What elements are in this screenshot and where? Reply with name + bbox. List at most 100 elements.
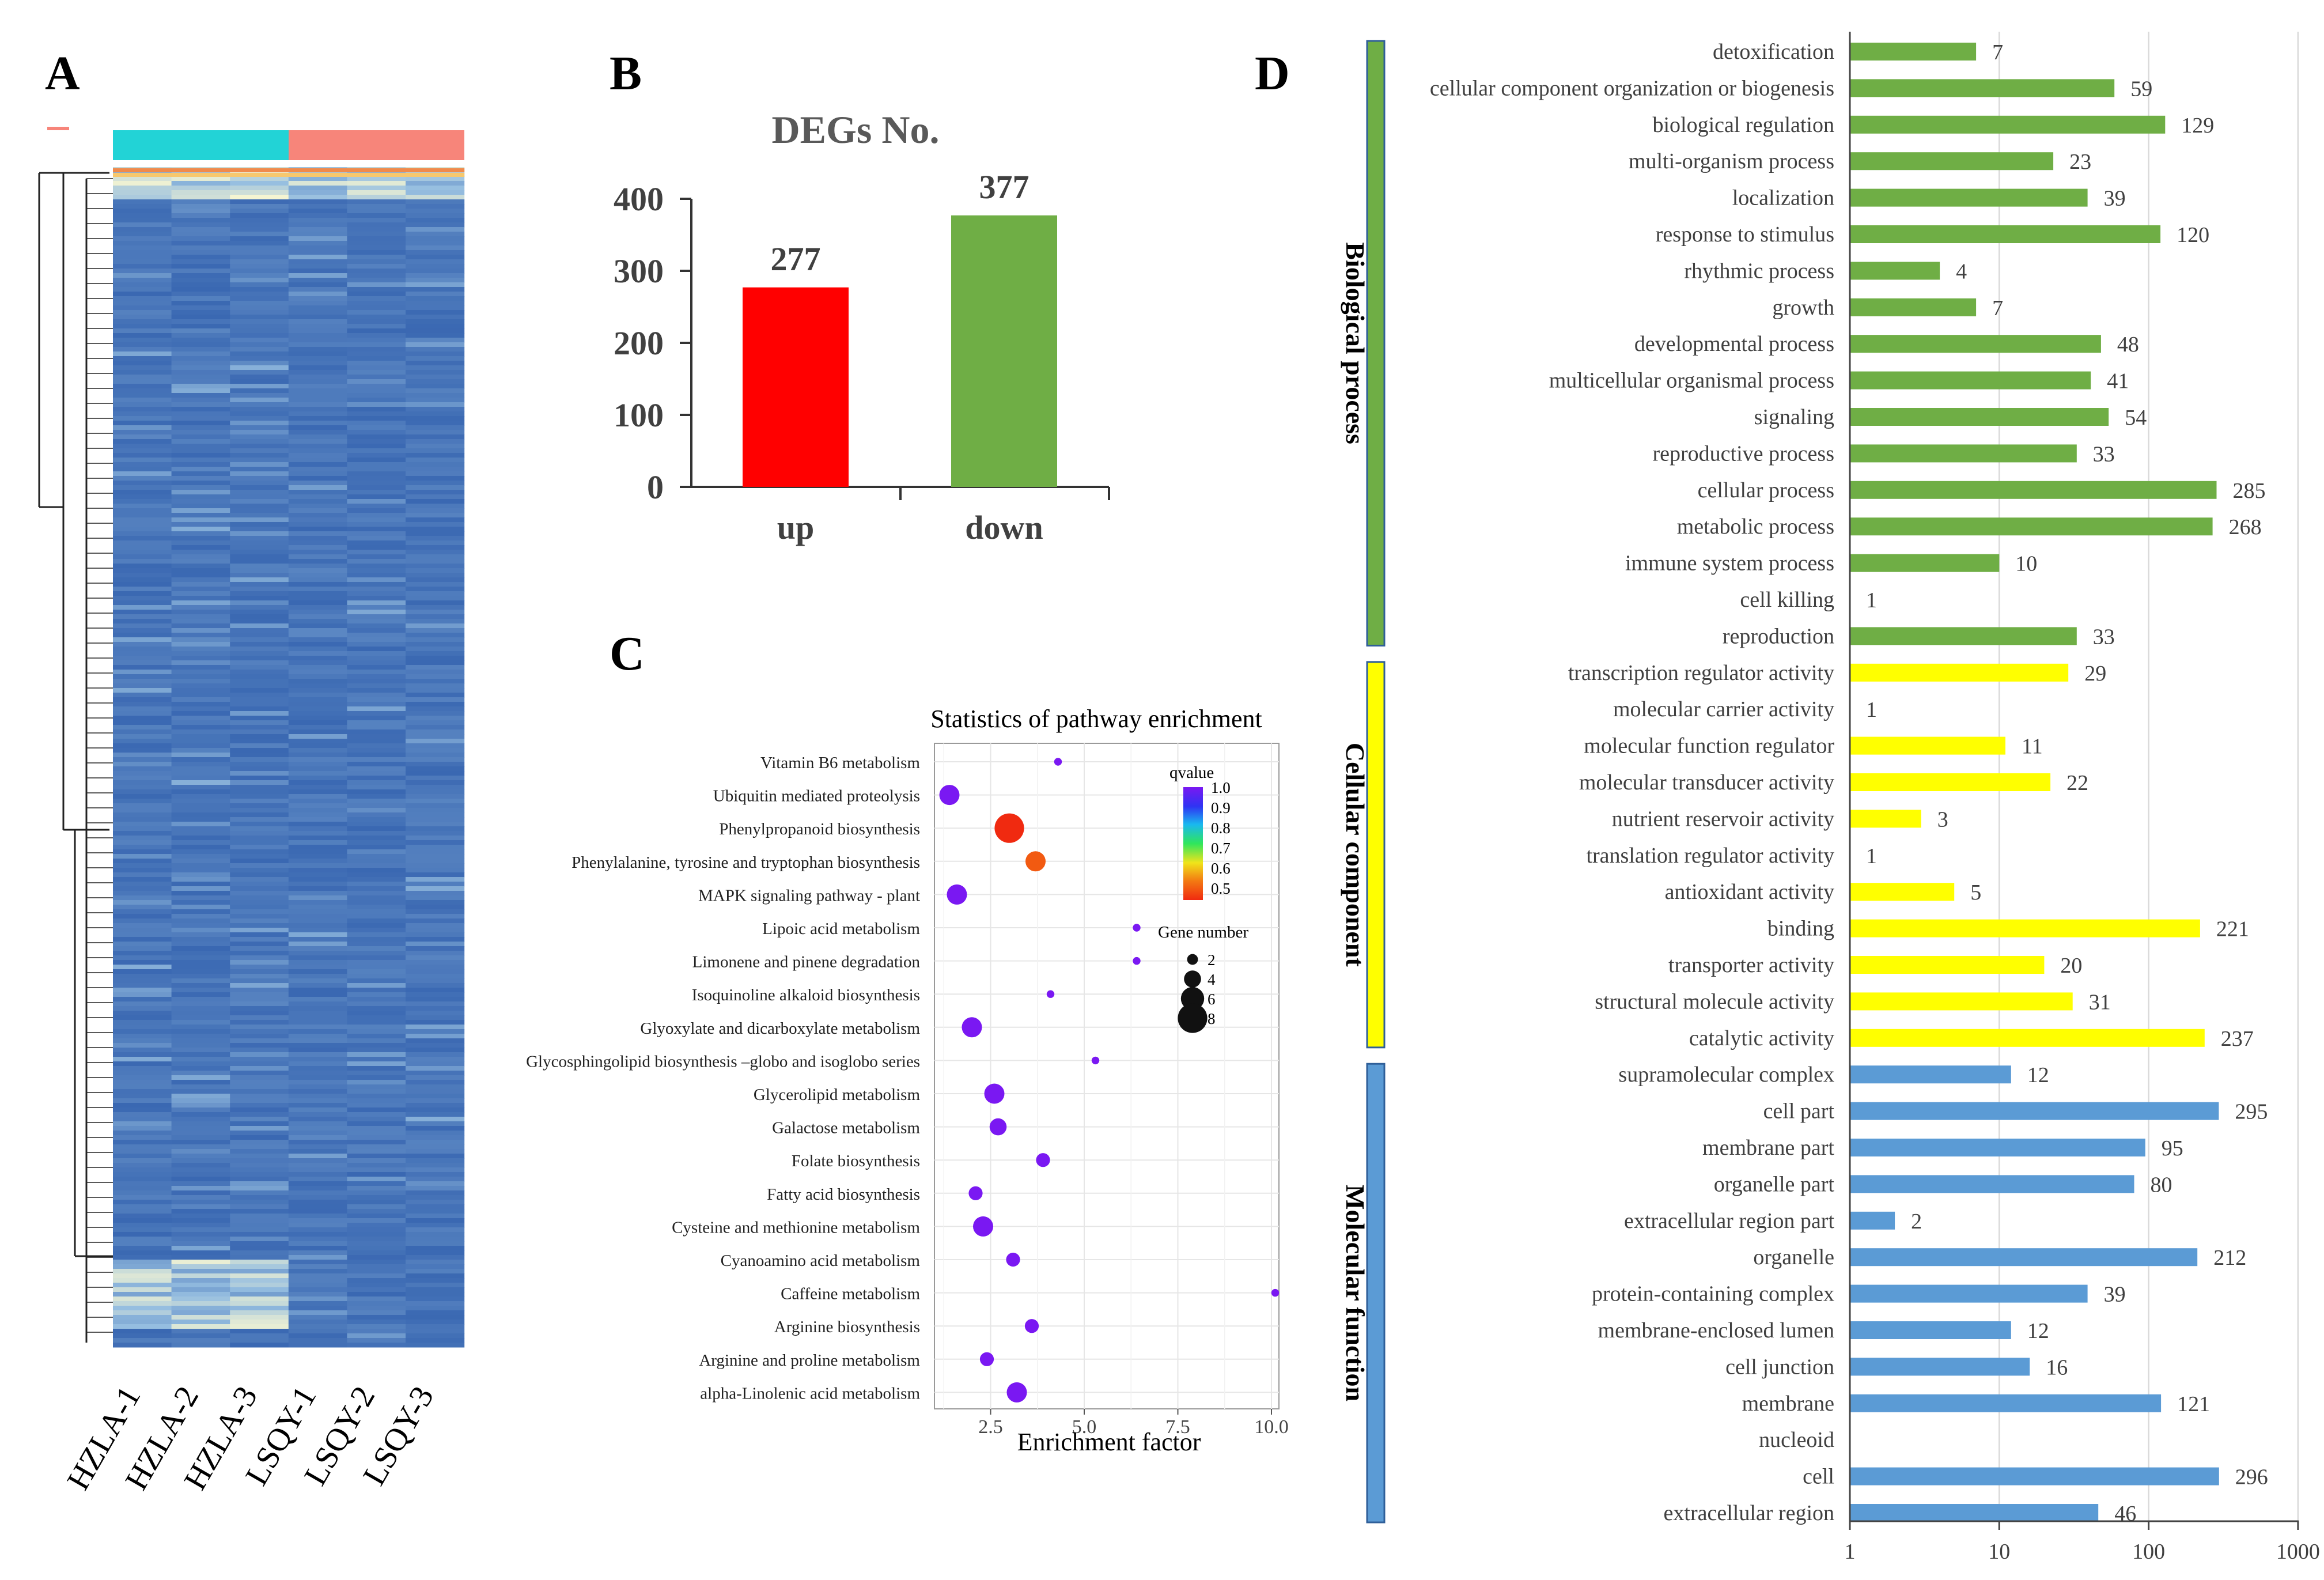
- heatmap-cell: [347, 942, 406, 947]
- heatmap-cell: [113, 955, 172, 961]
- heatmap-cell: [406, 379, 465, 384]
- heatmap-cell: [113, 872, 172, 878]
- bar-down-value: 377: [979, 168, 1029, 206]
- heatmap-cell: [171, 891, 230, 896]
- heatmap-cell: [406, 992, 465, 997]
- heatmap-cell: [230, 587, 289, 592]
- heatmap-cell: [406, 1287, 465, 1292]
- heatmap-cell: [347, 384, 406, 389]
- heatmap-cell: [113, 1181, 172, 1186]
- heatmap-cell: [171, 1154, 230, 1159]
- heatmap-cell: [230, 517, 289, 523]
- heatmap-cell: [171, 292, 230, 297]
- heatmap-cell: [113, 245, 172, 251]
- heatmap-cell: [347, 849, 406, 855]
- heatmap-cell: [230, 425, 289, 430]
- heatmap-cell: [171, 568, 230, 573]
- enrichment-point: [947, 884, 967, 905]
- pathway-label: Folate biosynthesis: [792, 1152, 920, 1170]
- heatmap-cell: [406, 683, 465, 689]
- heatmap-cell: [288, 1186, 347, 1191]
- heatmap-cell: [171, 347, 230, 352]
- go-bar: [1850, 225, 2161, 243]
- heatmap-cell: [347, 1329, 406, 1334]
- heatmap-cell: [288, 181, 347, 186]
- heatmap-cell: [288, 914, 347, 919]
- heatmap-cell: [347, 559, 406, 564]
- heatmap-cell: [171, 218, 230, 223]
- heatmap-cell: [288, 729, 347, 735]
- heatmap-cell: [230, 301, 289, 306]
- heatmap-cell: [113, 1135, 172, 1140]
- heatmap-cell: [171, 794, 230, 799]
- heatmap-cell: [113, 545, 172, 550]
- heatmap-cell: [230, 375, 289, 380]
- heatmap-cell: [230, 310, 289, 315]
- heatmap-cell: [113, 1260, 172, 1265]
- heatmap-cell: [113, 720, 172, 725]
- heatmap-cell: [230, 1020, 289, 1025]
- heatmap-cell: [171, 1329, 230, 1334]
- heatmap-cell: [171, 213, 230, 218]
- heatmap-cell: [230, 351, 289, 357]
- heatmap-cell: [113, 444, 172, 449]
- go-value-label: 7: [1992, 40, 2003, 65]
- heatmap-cell: [171, 826, 230, 831]
- heatmap-cell: [288, 361, 347, 366]
- heatmap-cell: [113, 1269, 172, 1274]
- heatmap-cell: [406, 324, 465, 329]
- heatmap-cell: [171, 559, 230, 564]
- heatmap-cell: [347, 960, 406, 965]
- go-category-label: reproduction: [1723, 624, 1834, 648]
- heatmap-cell: [230, 1315, 289, 1320]
- heatmap-cell: [347, 1287, 406, 1292]
- heatmap-cell: [288, 776, 347, 781]
- heatmap-cell: [113, 485, 172, 490]
- enrichment-point: [968, 1186, 983, 1200]
- heatmap-cell: [171, 310, 230, 315]
- heatmap-cell: [347, 771, 406, 776]
- heatmap-cell: [406, 545, 465, 550]
- heatmap-cell: [347, 416, 406, 421]
- heatmap-cell: [406, 762, 465, 767]
- heatmap-cell: [406, 900, 465, 905]
- heatmap-cell: [171, 255, 230, 260]
- heatmap-cell: [347, 328, 406, 334]
- heatmap-cell: [230, 393, 289, 398]
- heatmap-cell: [171, 918, 230, 924]
- heatmap-cell: [406, 891, 465, 896]
- go-value-label: 295: [2235, 1100, 2268, 1124]
- heatmap-cell: [171, 610, 230, 615]
- heatmap-cell: [171, 1144, 230, 1150]
- heatmap-cell: [406, 937, 465, 942]
- heatmap-cell: [113, 992, 172, 997]
- heatmap-cell: [347, 1107, 406, 1113]
- heatmap-cell: [113, 743, 172, 749]
- heatmap-cell: [113, 757, 172, 762]
- heatmap-cell: [406, 1066, 465, 1071]
- heatmap-cell: [406, 978, 465, 984]
- heatmap-cell: [406, 600, 465, 606]
- heatmap-cell: [230, 1283, 289, 1288]
- heatmap-cell: [113, 564, 172, 569]
- sample-labels: HZLA-1 HZLA-2 HZLA-3 LSQY-1 LSQY-2 LSQY-…: [60, 1381, 441, 1496]
- heatmap-cell: [406, 1200, 465, 1205]
- heatmap-cell: [288, 305, 347, 311]
- heatmap-cell: [347, 822, 406, 827]
- heatmap-cell: [230, 213, 289, 218]
- heatmap-cell: [406, 416, 465, 421]
- heatmap-cell: [347, 1089, 406, 1094]
- heatmap-cell: [230, 1200, 289, 1205]
- heatmap-cell: [347, 292, 406, 297]
- heatmap-cell: [171, 988, 230, 993]
- heatmap-cell: [113, 831, 172, 836]
- heatmap-cell: [230, 453, 289, 458]
- heatmap-cell: [347, 1320, 406, 1325]
- heatmap-cell: [171, 269, 230, 274]
- heatmap-cell: [113, 753, 172, 758]
- go-bar: [1850, 1321, 2011, 1339]
- heatmap-cell: [347, 550, 406, 555]
- heatmap-cell: [230, 250, 289, 255]
- heatmap-cell: [230, 988, 289, 993]
